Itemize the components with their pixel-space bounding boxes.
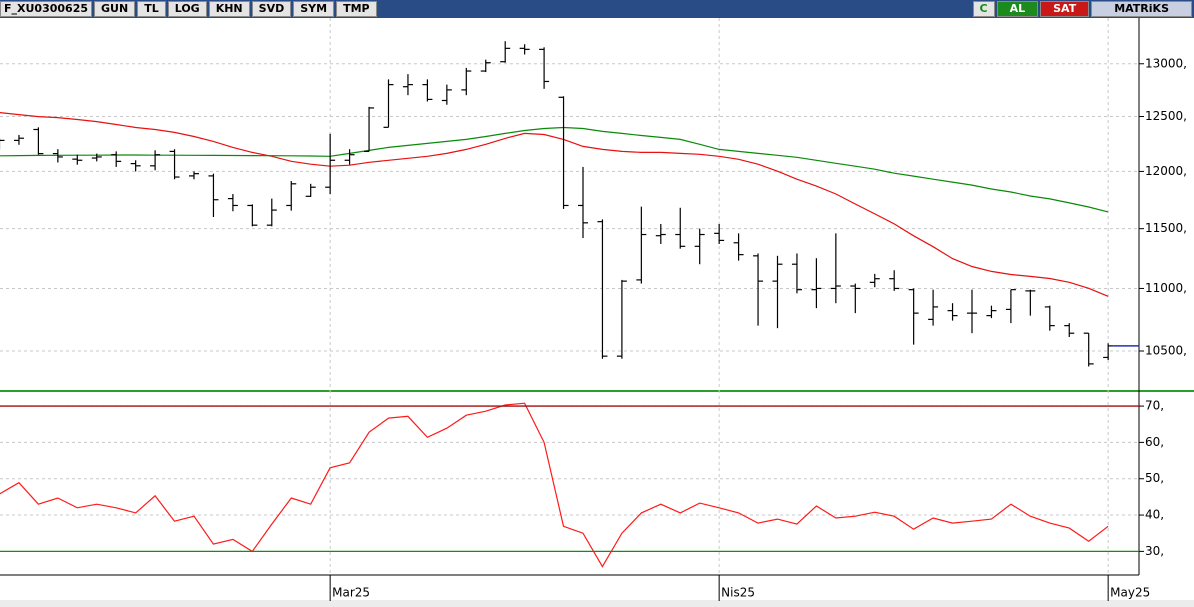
toolbar-button[interactable]: KHN (208, 1, 250, 17)
toolbar-button[interactable]: SYM (293, 1, 335, 17)
rsi-line (0, 402, 1109, 568)
x-tick-label: Mar25 (332, 586, 370, 600)
toolbar-button[interactable]: C (972, 1, 995, 17)
toolbar: F_XU0300625 GUN TL LOG KHN SVD SYM TMP C AL SAT MAT… (0, 0, 1194, 18)
toolbar-button[interactable]: F_XU0300625 (0, 1, 93, 17)
y-tick-label: 13000, (1145, 56, 1187, 70)
y-tick-label: 11500, (1145, 221, 1187, 235)
toolbar-button[interactable]: SAT (1040, 1, 1090, 17)
y-tick-label: 60, (1145, 435, 1164, 449)
x-tick-label: May25 (1110, 586, 1150, 600)
moving-average (0, 112, 1109, 297)
toolbar-button[interactable]: MATRiKS (1091, 1, 1192, 17)
y-tick-label: 70, (1145, 399, 1164, 413)
toolbar-button[interactable]: TL (137, 1, 166, 17)
y-tick-label: 12500, (1145, 109, 1187, 123)
y-tick-label: 10500, (1145, 344, 1187, 358)
toolbar-button[interactable]: SVD (251, 1, 292, 17)
bottom-strip (0, 600, 1194, 607)
y-tick-label: 30, (1145, 544, 1164, 558)
y-tick-label: 40, (1145, 508, 1164, 522)
y-tick-label: 11000, (1145, 281, 1187, 295)
y-tick-label: 50, (1145, 471, 1164, 485)
toolbar-button[interactable]: TMP (336, 1, 377, 17)
x-tick-label: Nis25 (721, 586, 755, 600)
chart: 10500, 11000, 11500, 12000, 12500, 13000, 30, 4… (0, 18, 1194, 607)
toolbar-button[interactable]: GUN (94, 1, 136, 17)
moving-average (0, 126, 1109, 213)
toolbar-button[interactable]: AL (996, 1, 1039, 17)
y-tick-label: 12000, (1145, 164, 1187, 178)
plot (0, 18, 1139, 575)
toolbar-button[interactable]: LOG (167, 1, 207, 17)
